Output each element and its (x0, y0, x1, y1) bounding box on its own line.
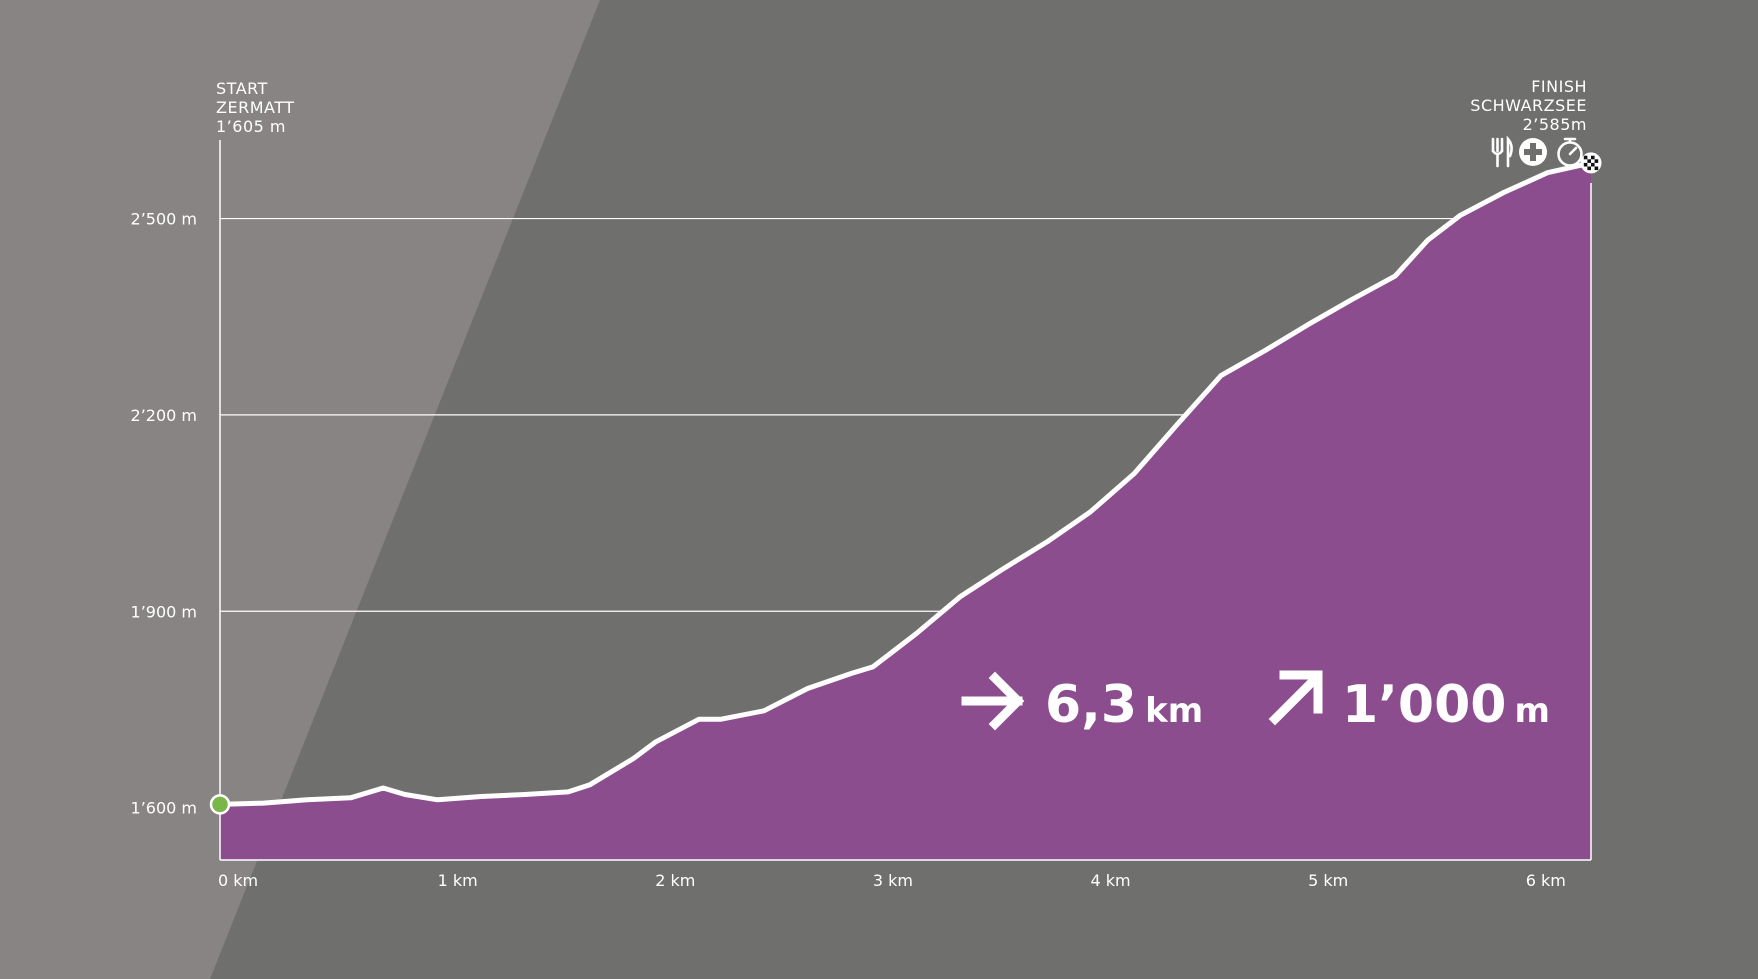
start-title: START (216, 79, 268, 98)
finish-checker-square (1594, 166, 1599, 171)
x-tick-label-2: 2 km (655, 871, 695, 890)
fork-knife-icon (1491, 135, 1513, 168)
x-tick-label-3: 3 km (873, 871, 913, 890)
finish-checker-square (1591, 155, 1595, 160)
x-tick-label-0: 0 km (218, 871, 258, 890)
x-tick-labels: 0 km 1 km 2 km 3 km 4 km 5 km 6 km (218, 871, 1566, 890)
finish-checker-square (1583, 155, 1588, 160)
ascent-stat: 1’000 m (1342, 675, 1550, 735)
elevation-line (217, 160, 1594, 807)
ascent-arrow-icon (1268, 670, 1323, 726)
x-tick-label-5: 5 km (1308, 871, 1348, 890)
start-elevation: 1’605 m (216, 117, 286, 136)
finish-place: SCHWARZSEE (1470, 96, 1587, 115)
y-tick-label-2: 2’200 m (131, 406, 197, 425)
x-tick-label-1: 1 km (438, 871, 478, 890)
y-tick-labels: 1’600 m 1’900 m 2’200 m 2’500 m (131, 210, 197, 818)
finish-checker-square (1587, 159, 1591, 163)
stopwatch-icon (1557, 137, 1583, 167)
finish-title: FINISH (1531, 77, 1587, 96)
start-place: ZERMATT (216, 98, 294, 117)
finish-checker-square (1594, 159, 1599, 163)
start-marker (209, 794, 231, 815)
y-tick-label-3: 2’500 m (131, 210, 197, 229)
finish-checker-square (1587, 166, 1591, 171)
first-aid-cross-icon (1519, 138, 1547, 166)
x-tick-label-4: 4 km (1090, 871, 1130, 890)
distance-stat: 6,3 km (1045, 675, 1203, 735)
background-light-band (0, 0, 600, 979)
x-tick-label-6: 6 km (1526, 871, 1566, 890)
finish-checker-square (1591, 162, 1595, 167)
distance-arrow-icon (961, 671, 1025, 731)
finish-elevation: 2’585m (1523, 115, 1587, 134)
finish-flag-marker (1580, 152, 1602, 174)
finish-checker-square (1583, 162, 1588, 167)
elevation-area (220, 162, 1591, 860)
y-tick-label-1: 1’900 m (131, 602, 197, 621)
y-tick-label-0: 1’600 m (131, 799, 197, 818)
